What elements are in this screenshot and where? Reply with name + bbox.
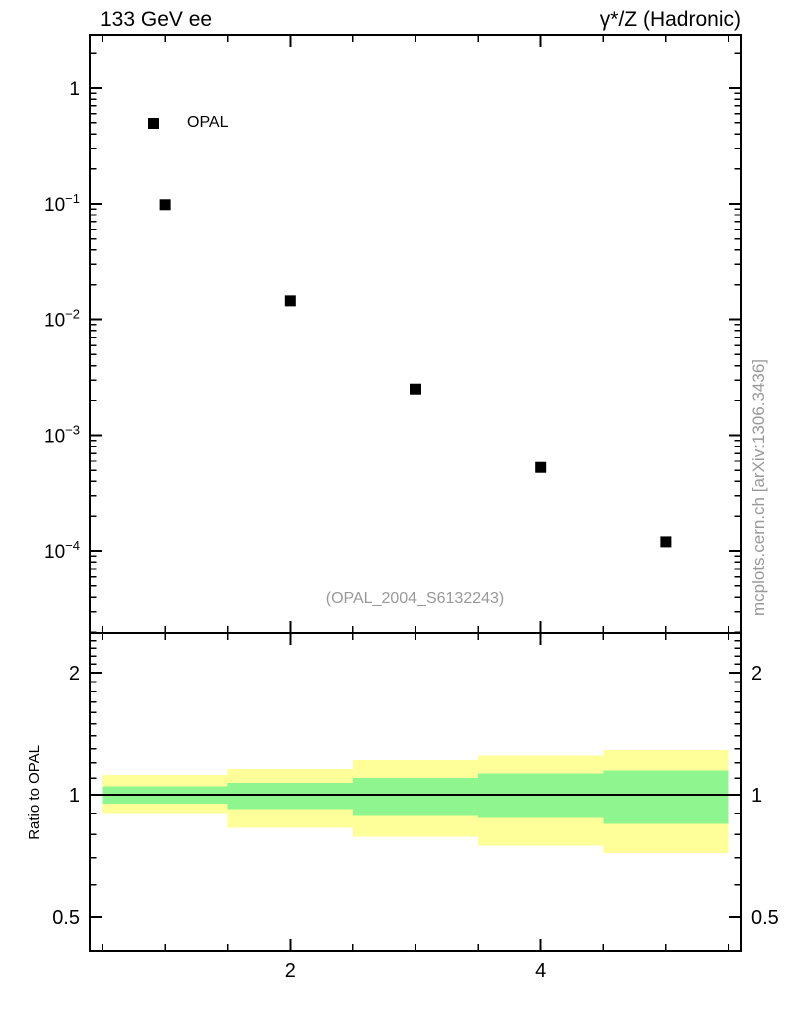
- data-point-marker: [535, 461, 547, 473]
- arxiv-side-label: mcplots.cern.ch [arXiv:1306.3436]: [744, 330, 774, 645]
- mc-uncertainty-inner-band: [227, 783, 353, 810]
- legend-label: OPAL: [187, 114, 229, 131]
- y-tick-label: 10−3: [44, 422, 80, 447]
- y-tick-label: 10−1: [44, 191, 80, 216]
- ratio-y-tick-label: 2: [751, 663, 762, 685]
- mc-uncertainty-inner-band: [603, 770, 729, 824]
- ratio-y-tick-label: 0.5: [751, 907, 779, 929]
- ratio-y-tick-label: 2: [69, 663, 80, 685]
- page-title-right: γ*/Z (Hadronic): [599, 8, 741, 31]
- ratio-axis-label: Ratio to OPAL: [20, 645, 48, 940]
- y-tick-label: 1: [69, 79, 80, 100]
- ratio-y-tick-label: 0.5: [52, 907, 80, 929]
- arxiv-side-text: mcplots.cern.ch [arXiv:1306.3436]: [749, 358, 768, 617]
- data-point-marker: [159, 199, 171, 211]
- data-point-marker: [284, 295, 296, 307]
- y-tick-label: 10−4: [44, 538, 80, 563]
- x-tick-label: 2: [285, 960, 296, 982]
- watermark-label: (OPAL_2004_S6132243): [325, 590, 505, 607]
- ratio-y-tick-label: 1: [69, 785, 80, 807]
- data-point-marker: [410, 383, 421, 395]
- page-title-left: 133 GeV ee: [100, 8, 213, 31]
- ratio-y-tick-label: 1: [751, 785, 762, 807]
- mc-uncertainty-inner-band: [352, 778, 479, 816]
- ratio-axis-text: Ratio to OPAL: [25, 745, 43, 840]
- data-point-marker: [660, 536, 672, 548]
- x-tick-label: 4: [535, 960, 546, 982]
- y-tick-label: 10−2: [44, 307, 80, 332]
- legend-filled-square-icon: [148, 118, 159, 129]
